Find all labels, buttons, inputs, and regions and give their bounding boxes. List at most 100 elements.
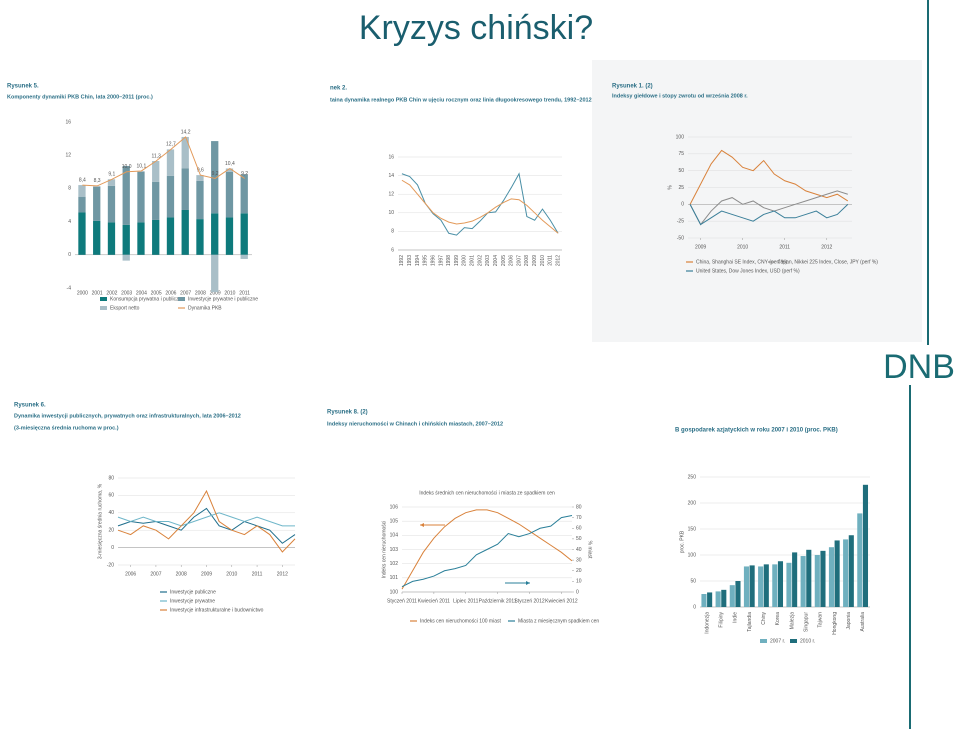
x-tick-label: 2011 bbox=[239, 290, 250, 296]
bar bbox=[240, 254, 248, 259]
x-tick-label: 2003 bbox=[485, 255, 491, 266]
y2-tick-label: 40 bbox=[576, 547, 582, 553]
y-tick-label: 106 bbox=[390, 504, 399, 510]
data-label: 14,2 bbox=[181, 129, 191, 135]
chart-subtitle: Dynamika inwestycji publicznych, prywatn… bbox=[14, 413, 241, 419]
y-tick-label: 12 bbox=[65, 153, 71, 159]
logo: DNB bbox=[883, 348, 955, 386]
y-tick-label: 60 bbox=[108, 493, 114, 499]
y-tick-label: 25 bbox=[678, 185, 684, 191]
inner-title: Indeks średnich cen nieruchomości i mias… bbox=[419, 490, 555, 496]
bar bbox=[78, 212, 86, 255]
x-tick-label: 2006 bbox=[165, 290, 176, 296]
x-tick-label: 2005 bbox=[151, 290, 162, 296]
x-tick-label: Indonezja bbox=[704, 612, 710, 634]
legend-label: Inwestycje infrastrukturalne i budownict… bbox=[170, 607, 264, 613]
bar bbox=[828, 547, 835, 607]
y-axis-label: Indeks cen nieruchomości bbox=[381, 521, 387, 579]
bar bbox=[152, 181, 160, 220]
y-tick-label: 103 bbox=[390, 547, 399, 553]
bar bbox=[792, 552, 798, 607]
y-tick-label: -4 bbox=[67, 285, 72, 291]
y-tick-label: 50 bbox=[690, 578, 696, 584]
y-tick-label: 8 bbox=[391, 229, 394, 235]
y-tick-label: 20 bbox=[108, 528, 114, 534]
bar bbox=[181, 168, 189, 210]
bar bbox=[721, 589, 727, 607]
x-tick-label: 2009 bbox=[532, 255, 538, 266]
bar bbox=[749, 565, 755, 607]
y-tick-label: 250 bbox=[688, 474, 697, 480]
legend-label: Dynamika PKB bbox=[188, 305, 222, 311]
bar bbox=[166, 175, 175, 218]
bar bbox=[701, 594, 707, 607]
x-tick-label: 1996 bbox=[430, 255, 436, 266]
chart-subtitle: Komponenty dynamiki PKB Chin, lata 2000–… bbox=[7, 94, 153, 100]
y-tick-label: 6 bbox=[391, 247, 394, 253]
x-tick-label: Hongkong bbox=[832, 612, 838, 635]
y-tick-label: 14 bbox=[388, 173, 394, 179]
x-tick-label: 2009 bbox=[210, 290, 221, 296]
data-label: 9,2 bbox=[212, 171, 219, 177]
x-tick-label: 1994 bbox=[415, 255, 421, 266]
legend-swatch bbox=[100, 306, 107, 310]
bar bbox=[820, 550, 826, 607]
legend-label: Inwestycje publiczne bbox=[170, 589, 216, 595]
x-tick-label: 2003 bbox=[121, 290, 132, 296]
bar bbox=[211, 213, 219, 255]
chart-subtitle: Indeksy nieruchomości w Chinach i chińsk… bbox=[327, 421, 503, 427]
bar bbox=[166, 149, 175, 176]
bar bbox=[240, 213, 248, 255]
chart-title: nek 2. bbox=[330, 86, 347, 92]
y-tick-label: 50 bbox=[678, 168, 684, 174]
y-tick-label: 100 bbox=[676, 134, 685, 140]
bar bbox=[225, 217, 234, 255]
y-tick-label: -50 bbox=[677, 235, 684, 241]
x-tick-label: 2011 bbox=[779, 244, 790, 250]
bar bbox=[122, 165, 130, 225]
x-tick-label: 1992 bbox=[399, 255, 405, 266]
legend-label: Inwestycje prywatne i publiczne bbox=[188, 296, 258, 302]
y2-tick-label: 60 bbox=[576, 526, 582, 532]
x-tick-label: 2007 bbox=[150, 571, 161, 577]
chart-title: Rysunek 8. (2) bbox=[327, 410, 368, 416]
bar bbox=[78, 185, 86, 197]
x-tick-label: 2000 bbox=[462, 255, 468, 266]
y2-tick-label: 80 bbox=[576, 504, 582, 510]
line bbox=[117, 512, 295, 527]
x-tick-label: 2010 bbox=[226, 571, 237, 577]
x-tick-label: 2012 bbox=[821, 244, 832, 250]
bar bbox=[196, 175, 204, 181]
y-axis-label: % bbox=[667, 185, 673, 190]
legend-label: Miasta z miesięcznym spadkiem cen bbox=[518, 618, 599, 624]
bar bbox=[137, 222, 145, 255]
bar bbox=[814, 555, 820, 607]
data-label: 12,7 bbox=[166, 142, 176, 148]
bar bbox=[78, 196, 86, 213]
y-tick-label: -20 bbox=[107, 562, 114, 568]
legend-label: 2010 r. bbox=[800, 638, 815, 644]
bar bbox=[707, 592, 713, 607]
legend-label: Japan, Nikkei 225 Index, Close, JPY (per… bbox=[778, 259, 878, 265]
x-tick-label: 2010 bbox=[224, 290, 235, 296]
legend-swatch bbox=[178, 297, 185, 301]
chart-subtitle: taina dynamika realnego PKB Chin w ujęci… bbox=[330, 97, 592, 103]
bar bbox=[806, 549, 812, 607]
bar bbox=[715, 591, 721, 607]
bar bbox=[107, 222, 116, 255]
bar bbox=[152, 161, 160, 182]
x-tick-label: Tajlandia bbox=[747, 612, 753, 632]
y-tick-label: 104 bbox=[390, 533, 399, 539]
line bbox=[401, 515, 573, 588]
bar bbox=[843, 539, 849, 607]
bar bbox=[196, 219, 204, 255]
bar bbox=[240, 174, 248, 214]
y-tick-label: 0 bbox=[693, 604, 696, 610]
x-tick-label: 2006 bbox=[125, 571, 136, 577]
bar bbox=[196, 180, 204, 220]
data-label: 9,2 bbox=[241, 171, 248, 177]
x-tick-label: 2007 bbox=[180, 290, 191, 296]
bar bbox=[93, 220, 101, 255]
x-tick-label: Malezja bbox=[789, 612, 795, 629]
